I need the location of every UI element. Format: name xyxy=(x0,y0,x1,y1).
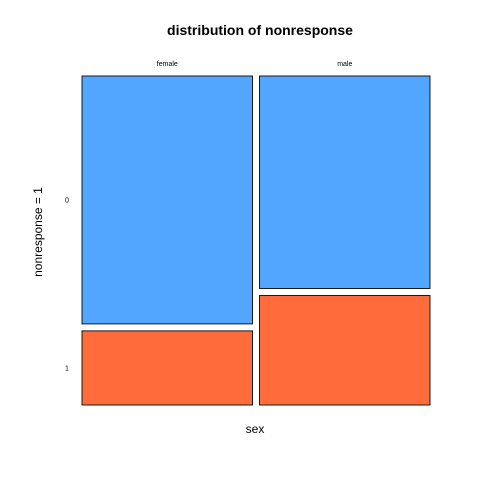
tile-female-1 xyxy=(81,330,253,406)
y-tick-labels: 01 xyxy=(65,198,69,373)
y-tick-label-0: 0 xyxy=(65,198,69,205)
column-strip-labels: female male xyxy=(157,61,353,68)
mosaic-tiles xyxy=(81,75,431,406)
tile-male-1 xyxy=(259,295,431,406)
strip-label-female: female xyxy=(157,61,178,68)
y-tick-label-1: 1 xyxy=(65,366,69,373)
strip-label-male: male xyxy=(337,61,352,68)
tile-male-0 xyxy=(259,75,431,289)
y-axis-label: nonresponse = 1 xyxy=(31,187,45,277)
chart-title: distribution of nonresponse xyxy=(167,22,353,38)
tile-female-0 xyxy=(81,75,253,325)
x-axis-label: sex xyxy=(246,422,265,436)
